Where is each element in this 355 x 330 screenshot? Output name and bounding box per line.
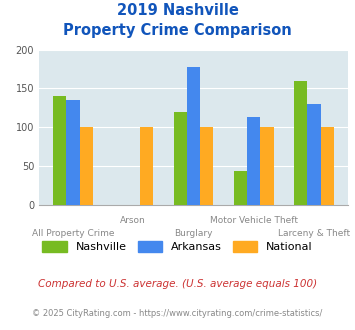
Legend: Nashville, Arkansas, National: Nashville, Arkansas, National <box>38 237 317 257</box>
Bar <box>53 96 66 205</box>
Text: Property Crime Comparison: Property Crime Comparison <box>63 23 292 38</box>
Text: Burglary: Burglary <box>174 229 213 238</box>
Text: 2019 Nashville: 2019 Nashville <box>116 3 239 18</box>
Bar <box>140 127 153 205</box>
Bar <box>234 171 247 205</box>
Bar <box>187 67 200 205</box>
Bar <box>260 127 274 205</box>
Text: Larceny & Theft: Larceny & Theft <box>278 229 350 238</box>
Text: Motor Vehicle Theft: Motor Vehicle Theft <box>210 216 298 225</box>
Bar <box>80 127 93 205</box>
Bar <box>321 127 334 205</box>
Bar <box>294 81 307 205</box>
Text: All Property Crime: All Property Crime <box>32 229 114 238</box>
Text: Arson: Arson <box>120 216 146 225</box>
Bar <box>200 127 213 205</box>
Bar <box>247 117 260 205</box>
Text: Compared to U.S. average. (U.S. average equals 100): Compared to U.S. average. (U.S. average … <box>38 279 317 289</box>
Bar <box>307 104 321 205</box>
Bar <box>174 112 187 205</box>
Text: © 2025 CityRating.com - https://www.cityrating.com/crime-statistics/: © 2025 CityRating.com - https://www.city… <box>32 309 323 317</box>
Bar <box>66 100 80 205</box>
